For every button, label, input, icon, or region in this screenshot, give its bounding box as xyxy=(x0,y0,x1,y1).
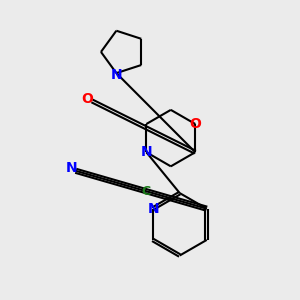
Text: O: O xyxy=(189,117,201,131)
Text: C: C xyxy=(141,185,150,198)
Text: N: N xyxy=(110,68,122,83)
Text: N: N xyxy=(65,161,77,175)
Text: N: N xyxy=(140,145,152,159)
Text: O: O xyxy=(81,92,93,106)
Text: N: N xyxy=(148,202,160,216)
